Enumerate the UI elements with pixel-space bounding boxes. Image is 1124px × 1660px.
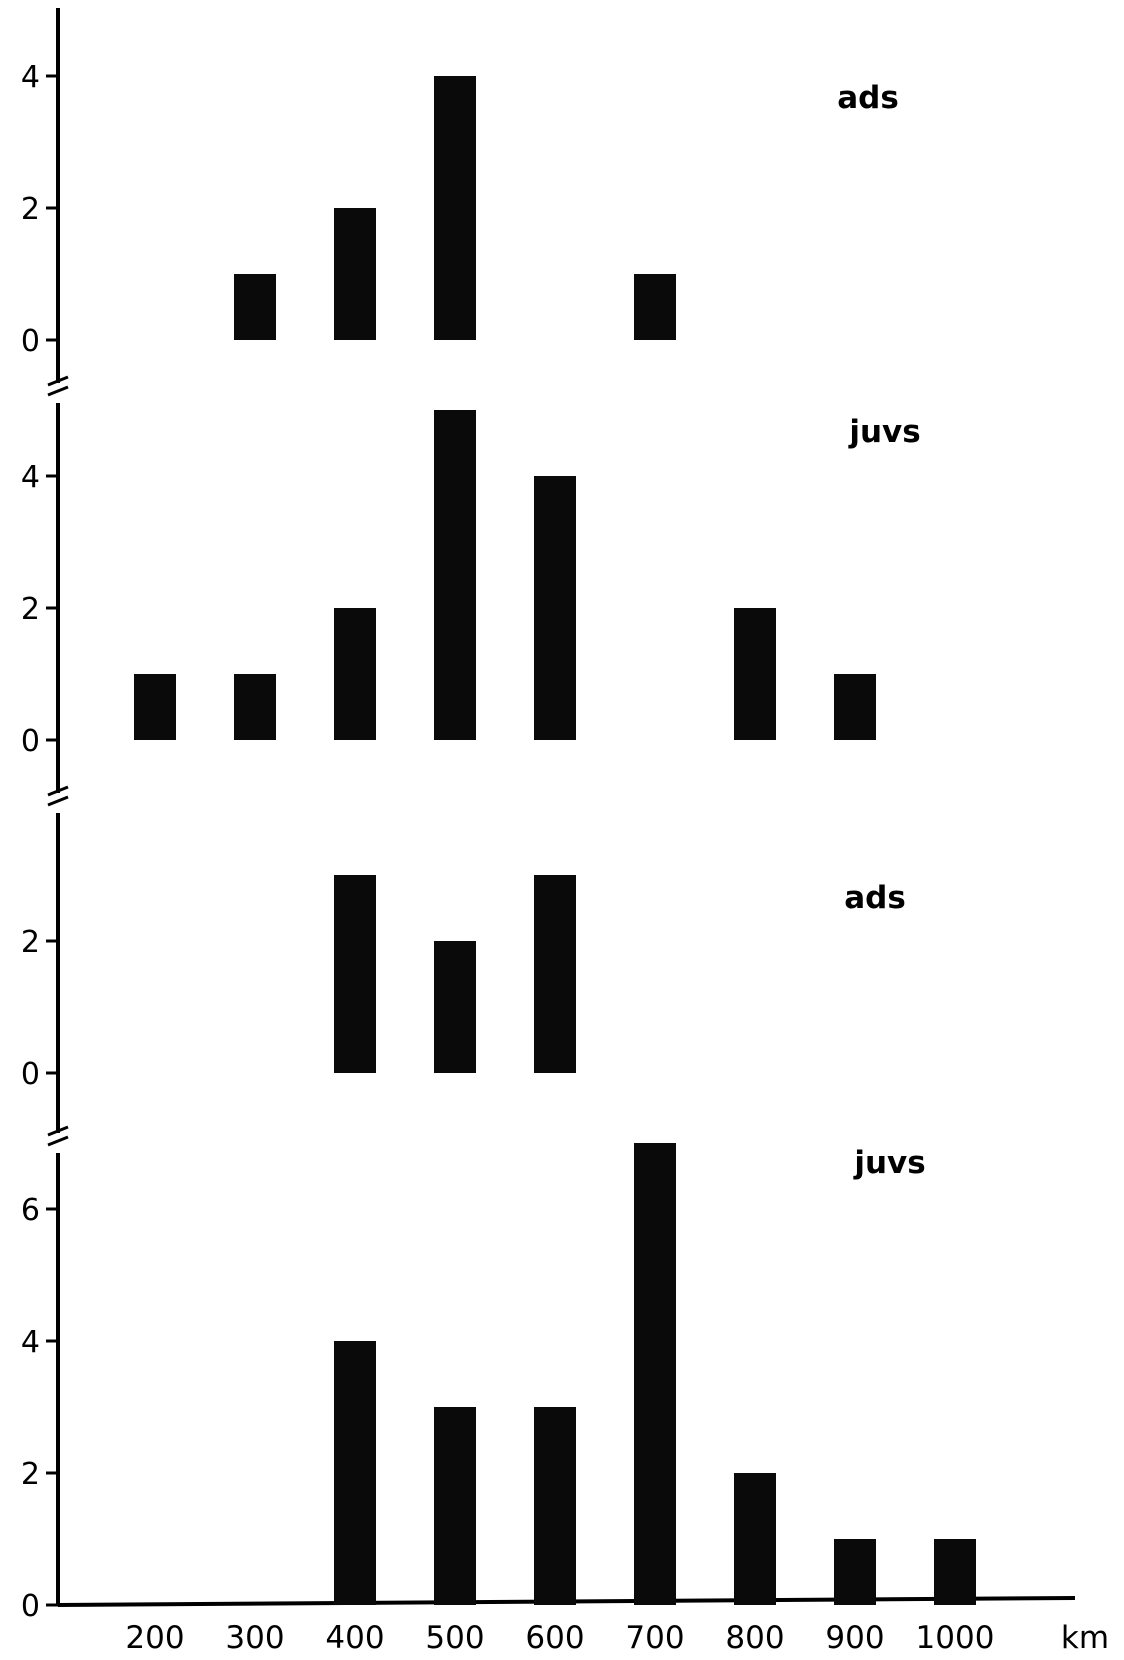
panel-label: ads bbox=[837, 80, 899, 116]
bar-juvs-800 bbox=[734, 1473, 776, 1605]
x-unit-label: km bbox=[1061, 1620, 1109, 1656]
y-tick-label: 0 bbox=[21, 1057, 40, 1092]
bar-ads-300 bbox=[234, 274, 276, 340]
y-tick-label: 4 bbox=[21, 60, 40, 95]
panel-label: juvs bbox=[847, 414, 920, 450]
bar-juvs-600 bbox=[534, 1407, 576, 1605]
bar-ads-400 bbox=[334, 208, 376, 340]
y-tick-label: 6 bbox=[21, 1193, 40, 1228]
axis-break-mark bbox=[47, 1125, 69, 1137]
bar-ads-500 bbox=[434, 76, 476, 340]
y-tick-label: 2 bbox=[21, 592, 40, 627]
y-tick-label: 4 bbox=[21, 460, 40, 495]
x-tick-label: 700 bbox=[625, 1620, 684, 1656]
y-tick-label: 0 bbox=[21, 724, 40, 759]
bar-juvs-1000 bbox=[934, 1539, 976, 1605]
bar-juvs-600 bbox=[534, 476, 576, 740]
bar-juvs-400 bbox=[334, 1341, 376, 1605]
bar-juvs-700 bbox=[634, 1143, 676, 1605]
y-tick-label: 2 bbox=[21, 925, 40, 960]
bar-juvs-400 bbox=[334, 608, 376, 740]
bar-ads-600 bbox=[534, 875, 576, 1073]
bar-juvs-300 bbox=[234, 674, 276, 740]
bar-ads-700 bbox=[634, 274, 676, 340]
x-tick-label: 600 bbox=[525, 1620, 584, 1656]
bar-juvs-900 bbox=[834, 1539, 876, 1605]
axis-break-mark bbox=[47, 1135, 69, 1147]
axis-break-mark bbox=[47, 785, 69, 797]
x-tick-label: 500 bbox=[425, 1620, 484, 1656]
y-tick-label: 0 bbox=[21, 1589, 40, 1624]
bar-juvs-500 bbox=[434, 410, 476, 740]
bar-juvs-800 bbox=[734, 608, 776, 740]
bar-ads-400 bbox=[334, 875, 376, 1073]
y-tick-label: 0 bbox=[21, 324, 40, 359]
x-tick-label: 900 bbox=[825, 1620, 884, 1656]
bar-juvs-200 bbox=[134, 674, 176, 740]
x-tick-label: 800 bbox=[725, 1620, 784, 1656]
y-tick-label: 4 bbox=[21, 1325, 40, 1360]
bar-juvs-500 bbox=[434, 1407, 476, 1605]
x-tick-label: 200 bbox=[125, 1620, 184, 1656]
axis-break-mark bbox=[47, 795, 69, 807]
panel-label: ads bbox=[844, 880, 906, 916]
x-tick-label: 300 bbox=[225, 1620, 284, 1656]
axis-break-mark bbox=[47, 385, 69, 397]
panel-label: juvs bbox=[852, 1145, 925, 1181]
x-tick-label: 400 bbox=[325, 1620, 384, 1656]
y-tick-label: 2 bbox=[21, 1457, 40, 1492]
bar-juvs-900 bbox=[834, 674, 876, 740]
bar-ads-500 bbox=[434, 941, 476, 1073]
x-tick-label: 1000 bbox=[916, 1620, 995, 1656]
axis-break-mark bbox=[47, 375, 69, 387]
y-tick-label: 2 bbox=[21, 192, 40, 227]
